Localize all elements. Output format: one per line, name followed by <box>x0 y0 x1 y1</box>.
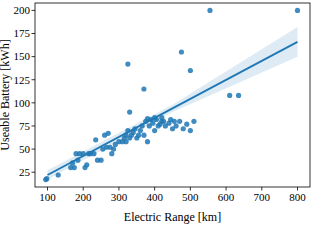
scatter-point <box>98 158 103 163</box>
axes-frame <box>35 3 310 187</box>
scatter-point <box>106 131 111 136</box>
chart: 100 200 300 400 500 600 700 800 25 50 75 100 125 150 1… <box>0 0 312 228</box>
y-tick-label: 125 <box>14 74 31 86</box>
scatter-point <box>184 122 189 127</box>
scatter-point <box>295 8 300 13</box>
x-tick-label: 400 <box>146 191 163 203</box>
scatter-point <box>179 49 184 54</box>
y-tick-label: 175 <box>14 27 31 39</box>
y-tick <box>32 10 36 11</box>
scatter-point <box>188 68 193 73</box>
x-tick <box>47 187 48 191</box>
y-tick <box>32 56 36 57</box>
scatter-point <box>136 133 141 138</box>
scatter-point <box>177 119 182 124</box>
x-tick <box>118 187 119 191</box>
scatter-point <box>141 133 146 138</box>
scatter-point <box>152 128 157 133</box>
y-tick-label: 25 <box>19 166 31 178</box>
scatter-point <box>127 110 132 115</box>
scatter-point <box>236 93 241 98</box>
x-tick-label: 800 <box>289 191 306 203</box>
scatter-point <box>84 162 89 167</box>
x-tick <box>226 187 227 191</box>
x-tick <box>261 187 262 191</box>
y-tick-label: 75 <box>19 120 31 132</box>
x-tick-label: 200 <box>75 191 92 203</box>
x-tick <box>190 187 191 191</box>
scatter-point <box>207 8 212 13</box>
x-tick-label: 100 <box>39 191 56 203</box>
x-tick <box>83 187 84 191</box>
y-tick <box>32 33 36 34</box>
y-tick <box>32 79 36 80</box>
x-axis-label: Electric Range [km] <box>124 210 221 224</box>
scatter-point <box>173 123 178 128</box>
y-tick <box>32 102 36 103</box>
scatter-point <box>125 61 130 66</box>
y-tick-label: 100 <box>14 97 31 109</box>
scatter-point <box>191 119 196 124</box>
plot-area <box>43 8 300 182</box>
scatter-point <box>111 146 116 151</box>
x-tick-label: 500 <box>182 191 199 203</box>
scatter-point <box>141 86 146 91</box>
x-tick <box>297 187 298 191</box>
y-tick-label: 200 <box>14 4 31 16</box>
scatter-point <box>109 151 114 156</box>
confidence-band <box>48 27 298 180</box>
x-tick-label: 300 <box>111 191 128 203</box>
scatter-point <box>181 126 186 131</box>
x-tick-label: 700 <box>254 191 271 203</box>
scatter-point <box>188 128 193 133</box>
scatter-point <box>93 137 98 142</box>
scatter-point <box>172 119 177 124</box>
y-tick-label: 50 <box>19 143 31 155</box>
regression-line <box>48 42 298 175</box>
y-tick <box>32 172 36 173</box>
x-tick-label: 600 <box>218 191 235 203</box>
scatter-point <box>227 93 232 98</box>
x-tick <box>154 187 155 191</box>
y-tick-label: 150 <box>14 50 31 62</box>
y-axis-label: Useable Battery [kWh] <box>0 39 12 150</box>
y-tick <box>32 125 36 126</box>
scatter-point <box>145 139 150 144</box>
y-tick <box>32 149 36 150</box>
